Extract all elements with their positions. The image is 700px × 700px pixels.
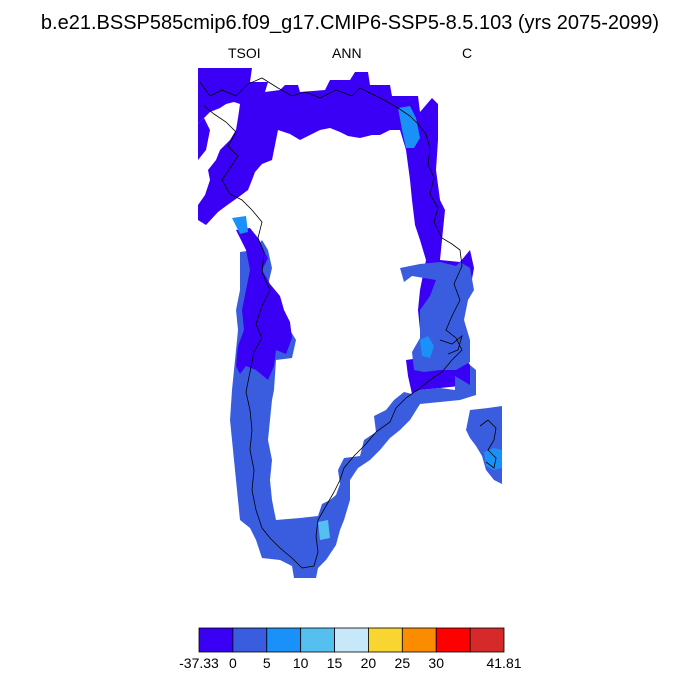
cell-region-east-light [398,106,420,148]
cell-region-south-tip [318,520,330,540]
cell-region-west-light [232,216,248,234]
colorbar-label: 30 [428,655,445,671]
colorbar-box [401,627,437,653]
coastline-island [479,419,497,469]
cell-region-nw-corner [198,118,210,160]
colorbar-label: 10 [292,655,309,671]
colorbar-label: 5 [262,655,271,671]
colorbar-label: 15 [326,655,343,671]
colorbar-label: 25 [394,655,411,671]
period-label: ANN [332,45,362,61]
colorbar-box [334,627,369,653]
units-label: C [462,45,473,61]
coastline-north [199,77,463,569]
colorbar-box [198,627,234,653]
cell-region-nw [198,68,474,394]
colorbar-box [232,627,268,653]
colorbar-boxes [198,627,505,653]
colorbar-box [469,627,505,653]
cell-region-sw-dark [236,228,292,380]
variable-label: TSOI [228,45,261,61]
cell-region-east-light-2 [420,336,434,358]
colorbar-box [300,627,335,653]
colorbar-label: 41.81 [486,655,522,671]
colorbar-label: -37.33 [179,655,219,671]
coastline [199,77,497,569]
cell-region-east-mid [400,262,474,372]
colorbar-box [368,627,403,653]
coastline-inlet [439,334,463,355]
map-title: b.e21.BSSP585cmip6.f09_g17.CMIP6-SSP5-8.… [40,12,660,34]
colorbar-box [435,627,471,653]
cell-region-southeast-light [484,448,502,470]
colorbar-label: 0 [228,655,237,671]
colorbar-label: 20 [360,655,377,671]
colorbar-box [266,627,302,653]
